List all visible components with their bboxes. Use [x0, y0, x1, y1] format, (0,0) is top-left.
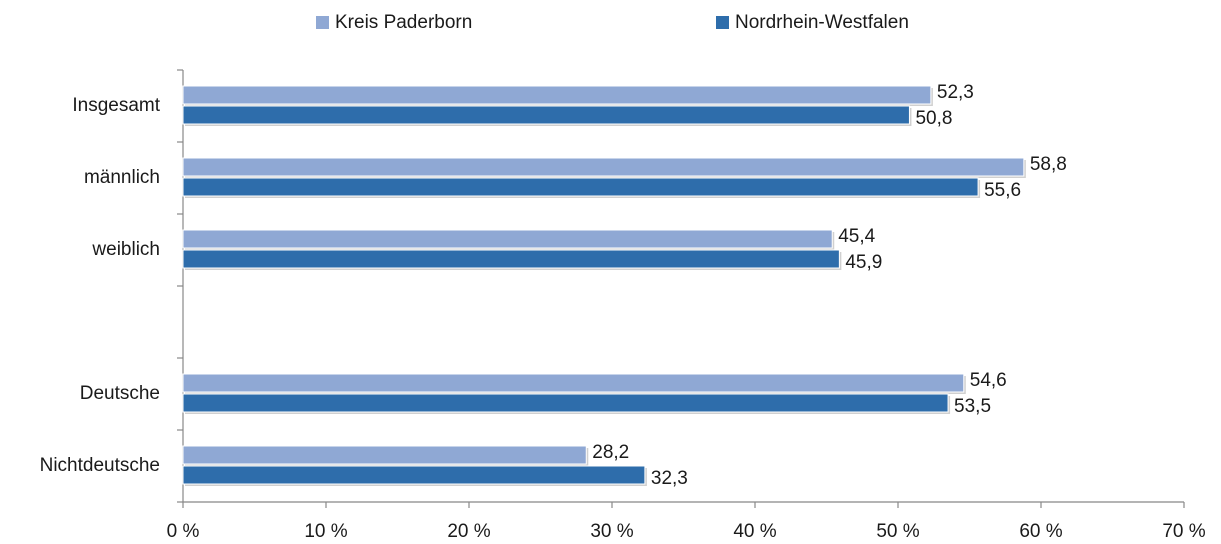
x-tick-label: 40 %: [733, 521, 776, 542]
legend-swatch: [716, 16, 729, 29]
bar: [182, 85, 932, 105]
category-label: Deutsche: [80, 383, 160, 404]
bar: [182, 465, 646, 485]
bar: [182, 373, 965, 393]
x-tick-label: 0 %: [167, 521, 200, 542]
legend-label: Kreis Paderborn: [335, 12, 472, 33]
legend-swatch: [316, 16, 329, 29]
category-label: männlich: [84, 167, 160, 188]
value-label: 28,2: [592, 442, 629, 463]
x-tick-label: 50 %: [876, 521, 919, 542]
value-label: 32,3: [651, 468, 688, 489]
value-label: 52,3: [937, 82, 974, 103]
value-label: 54,6: [970, 370, 1007, 391]
bar: [182, 177, 979, 197]
bar: [182, 157, 1025, 177]
bar: [182, 105, 910, 125]
value-label: 50,8: [915, 108, 952, 129]
category-label: Insgesamt: [72, 95, 160, 116]
category-label: Nichtdeutsche: [40, 455, 160, 476]
value-label: 45,9: [845, 252, 882, 273]
value-label: 58,8: [1030, 154, 1067, 175]
value-label: 45,4: [838, 226, 875, 247]
x-tick-label: 70 %: [1162, 521, 1205, 542]
x-tick-label: 10 %: [304, 521, 347, 542]
legend-label: Nordrhein-Westfalen: [735, 12, 909, 33]
value-label: 55,6: [984, 180, 1021, 201]
bar: [182, 229, 833, 249]
bar: [182, 393, 949, 413]
x-tick-label: 30 %: [590, 521, 633, 542]
x-tick-label: 20 %: [447, 521, 490, 542]
category-label: weiblich: [91, 239, 160, 260]
x-tick-label: 60 %: [1019, 521, 1062, 542]
value-label: 53,5: [954, 396, 991, 417]
bar: [182, 249, 840, 269]
bar: [182, 445, 587, 465]
